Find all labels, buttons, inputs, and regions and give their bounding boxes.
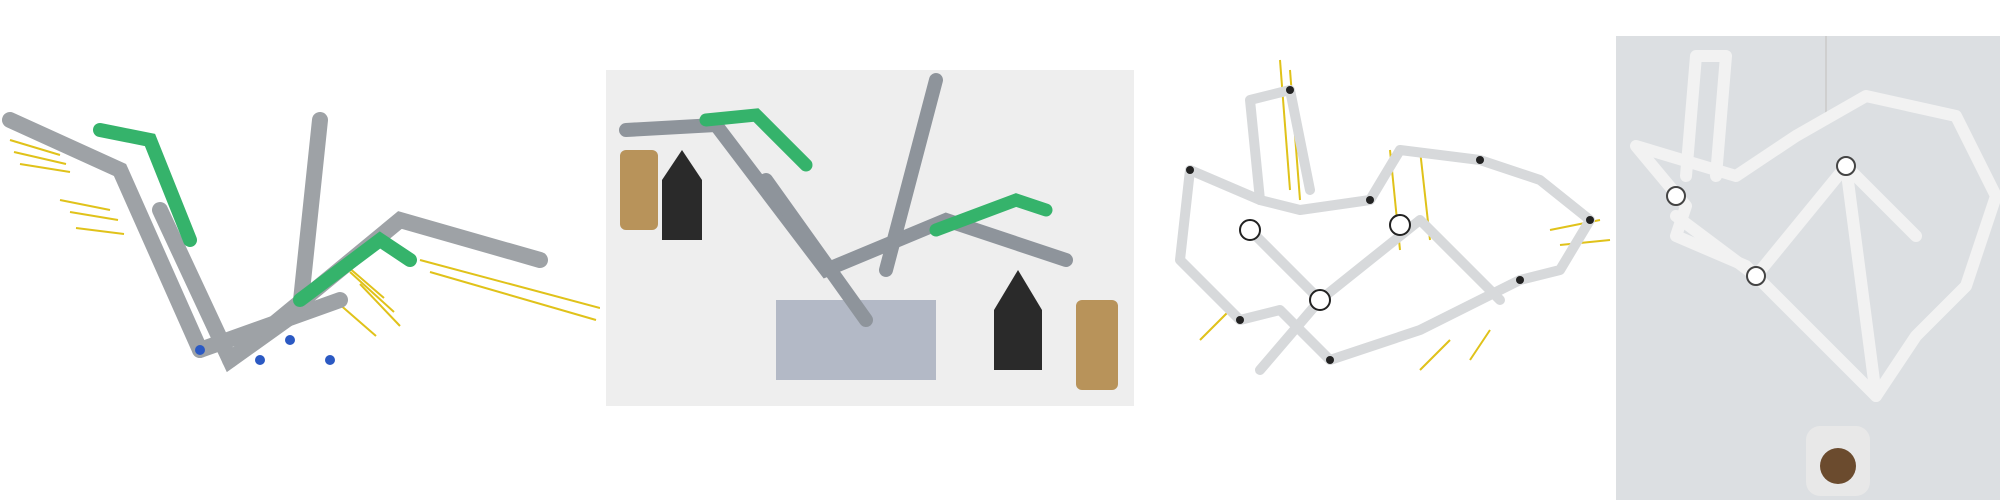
heart-frame xyxy=(1630,50,2000,402)
green-beams xyxy=(93,123,417,307)
joint-hubs xyxy=(1666,156,1856,286)
hanging-weight xyxy=(1806,426,1870,496)
force-arrows-left xyxy=(9,139,125,235)
blue-pins xyxy=(195,335,335,365)
brass-weight-right xyxy=(1076,300,1118,390)
force-arrows xyxy=(1199,59,1611,371)
black-weight-left xyxy=(662,150,702,240)
lego-linkage-photo xyxy=(606,70,1134,406)
panel-cad-heart-linkage xyxy=(1160,40,1620,420)
bird-linkage-render xyxy=(2,112,600,373)
joint-hubs xyxy=(1239,214,1411,311)
green-beams xyxy=(699,108,1053,237)
heart-frame xyxy=(1175,85,1595,375)
heart-linkage-render xyxy=(1175,59,1611,375)
printed-heart-photo xyxy=(1616,36,2000,500)
black-weight-right xyxy=(994,270,1042,370)
brass-weight-left xyxy=(620,150,658,230)
panel-cad-bird-linkage xyxy=(0,60,600,420)
gray-beams xyxy=(619,73,1073,327)
black-pins xyxy=(1186,86,1594,364)
force-arrows-right xyxy=(329,259,600,337)
panel-photo-lego-linkage xyxy=(606,70,1134,406)
gray-beams xyxy=(2,112,548,373)
panel-photo-printed-heart xyxy=(1616,36,2000,500)
